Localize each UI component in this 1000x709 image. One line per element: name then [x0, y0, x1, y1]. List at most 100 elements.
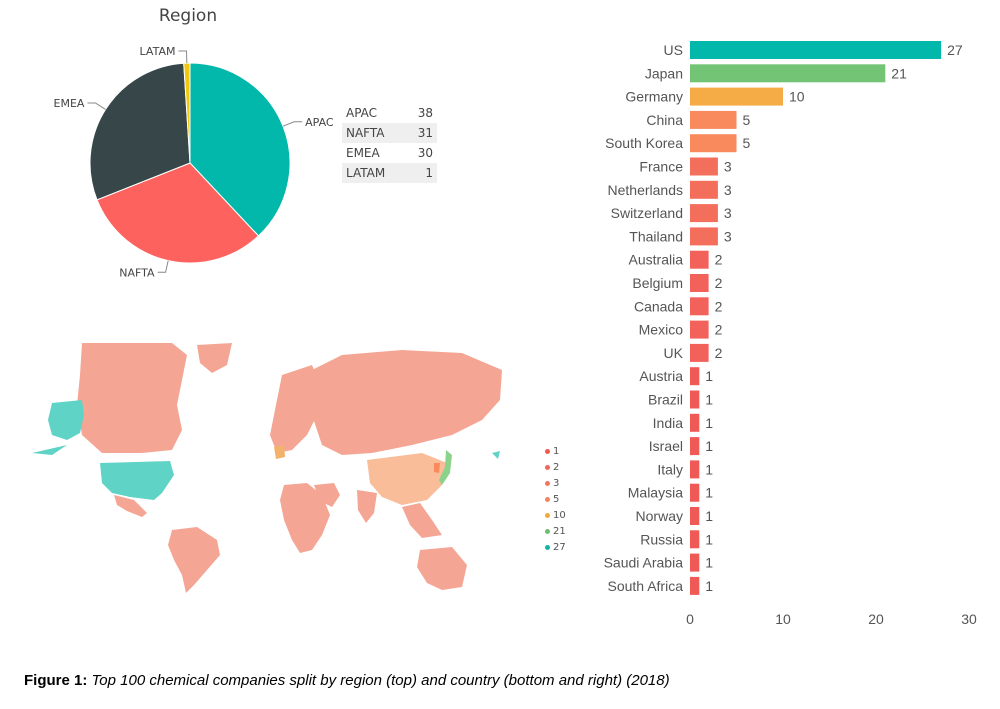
bar-data-label: 2	[715, 298, 723, 314]
bar-category-label: Mexico	[639, 322, 684, 338]
bar-category-label: Thailand	[629, 228, 683, 244]
bar-category-label: Russia	[640, 531, 683, 547]
x-tick-label: 10	[775, 611, 791, 627]
figure-caption: Figure 1: Top 100 chemical companies spl…	[24, 672, 670, 689]
pie-slice-label: NAFTA	[119, 266, 155, 279]
map-region-russia	[302, 350, 502, 455]
bar	[690, 180, 718, 199]
legend-dot-icon	[545, 480, 550, 486]
pie-leader-line	[282, 121, 303, 127]
bar-data-label: 2	[715, 275, 723, 291]
map-legend-label: 2	[553, 462, 560, 473]
bar	[690, 274, 709, 292]
map-region-southeast-asia	[402, 503, 442, 538]
bar-category-label: Brazil	[648, 392, 683, 408]
map-region-india	[357, 490, 377, 523]
map-region-china	[367, 453, 447, 505]
bar-category-label: Norway	[636, 508, 683, 524]
map-region-alaska	[32, 400, 84, 455]
map-region-korea	[434, 463, 440, 473]
map-region-germany	[274, 445, 285, 459]
bar-category-label: France	[639, 159, 683, 175]
bar-data-label: 10	[789, 89, 805, 105]
bar	[690, 483, 700, 502]
bar-category-label: Netherlands	[608, 182, 684, 198]
pie-chart-title: Region	[158, 6, 218, 26]
pie-leader-line	[87, 102, 106, 110]
legend-dot-icon	[545, 448, 550, 454]
region-table-label: LATAM	[342, 163, 395, 183]
map-legend-label: 5	[553, 494, 560, 505]
x-tick-label: 20	[868, 611, 884, 627]
map-legend-item: 1	[545, 444, 566, 460]
map-region-nz	[492, 451, 500, 459]
legend-dot-icon	[545, 544, 550, 550]
bar	[690, 367, 700, 386]
map-legend-label: 21	[553, 526, 566, 537]
bar	[690, 227, 718, 246]
bar	[690, 530, 700, 549]
region-table-row: LATAM 1	[342, 163, 437, 183]
map-legend-item: 10	[545, 508, 566, 524]
bar-data-label: 3	[724, 205, 732, 221]
caption-label: Figure 1:	[24, 672, 88, 689]
region-table-row: APAC 38	[342, 103, 437, 123]
pie-leader-line	[157, 260, 169, 273]
map-legend-label: 1	[553, 446, 560, 457]
legend-dot-icon	[545, 464, 550, 470]
map-legend-item: 21	[545, 524, 566, 540]
bar-category-label: Australia	[629, 252, 684, 268]
legend-dot-icon	[545, 496, 550, 502]
bar	[690, 460, 700, 479]
map-region-middle-east	[314, 483, 340, 507]
caption-text: Top 100 chemical companies split by regi…	[91, 672, 670, 689]
region-table-label: APAC	[346, 106, 378, 120]
bar-data-label: 27	[947, 42, 963, 58]
x-tick-label: 0	[686, 611, 694, 627]
bar-data-label: 1	[705, 485, 713, 501]
bar-data-label: 3	[724, 182, 732, 198]
region-pie-chart: APAC NAFTA EMEA LATAM	[54, 45, 334, 279]
bar-data-label: 1	[705, 578, 713, 594]
bar	[690, 157, 718, 176]
legend-dot-icon	[545, 512, 550, 518]
region-table-row: EMEA 30	[342, 143, 437, 163]
bar-data-label: 1	[705, 368, 713, 384]
bar	[690, 390, 700, 409]
map-region-south-america	[168, 527, 220, 593]
bar	[690, 87, 783, 106]
bar	[690, 507, 700, 525]
bar	[690, 134, 737, 153]
map-region-japan	[439, 450, 452, 485]
pie-slice-label: LATAM	[140, 45, 176, 58]
map-region-greenland	[197, 343, 232, 373]
region-value-table: APAC 38 NAFTA 31 EMEA 30 LATAM 1	[342, 103, 437, 183]
bar-data-label: 21	[891, 65, 907, 81]
map-region-africa	[280, 483, 330, 553]
bar-data-label: 1	[705, 415, 713, 431]
bar-data-label: 3	[724, 228, 732, 244]
bar	[690, 413, 700, 432]
map-region-usa	[100, 461, 174, 500]
bar-category-label: Italy	[657, 461, 683, 477]
region-table-label: EMEA	[346, 146, 380, 160]
bar	[690, 204, 718, 223]
bar-category-label: South Korea	[605, 135, 683, 151]
bar-data-label: 1	[705, 508, 713, 524]
bar	[690, 110, 737, 129]
bar	[690, 297, 709, 316]
bar-data-label: 3	[724, 159, 732, 175]
map-legend-item: 5	[545, 492, 566, 508]
bar	[690, 250, 709, 269]
bar-data-label: 1	[705, 392, 713, 408]
bar	[690, 41, 942, 59]
bar	[690, 64, 886, 83]
bar-category-label: UK	[664, 345, 684, 361]
pie-slice-label: APAC	[305, 116, 334, 129]
bar-category-label: Israel	[649, 438, 683, 454]
map-region-mexico	[114, 495, 147, 517]
world-map	[32, 343, 502, 593]
map-legend-item: 27	[545, 540, 566, 556]
bar-data-label: 1	[705, 438, 713, 454]
